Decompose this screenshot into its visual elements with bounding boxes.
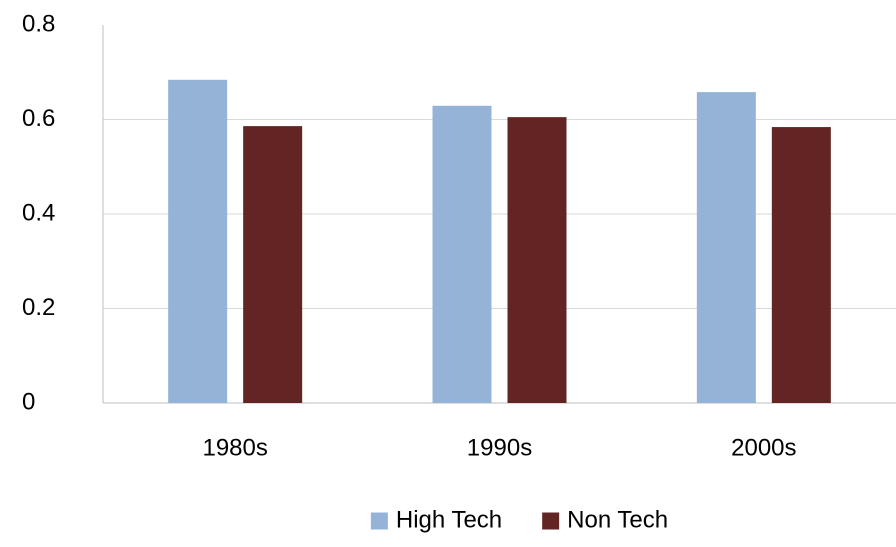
- bar: [432, 105, 492, 404]
- bar: [696, 92, 756, 403]
- y-tick-label: 0.2: [22, 294, 55, 321]
- legend-label: High Tech: [396, 506, 502, 533]
- legend-swatch: [370, 512, 388, 530]
- legend-swatch: [542, 512, 560, 530]
- y-tick-label: 0.4: [22, 199, 55, 226]
- legend-label: Non Tech: [567, 506, 668, 533]
- x-tick-label: 1990s: [467, 434, 532, 461]
- y-tick-label: 0: [22, 388, 35, 415]
- bar: [507, 117, 567, 403]
- bar: [771, 127, 831, 403]
- y-tick-label: 0.8: [22, 10, 55, 37]
- y-tick-label: 0.6: [22, 105, 55, 132]
- x-tick-label: 1980s: [202, 434, 267, 461]
- bar: [243, 126, 303, 404]
- bar: [168, 79, 228, 403]
- x-tick-label: 2000s: [731, 434, 796, 461]
